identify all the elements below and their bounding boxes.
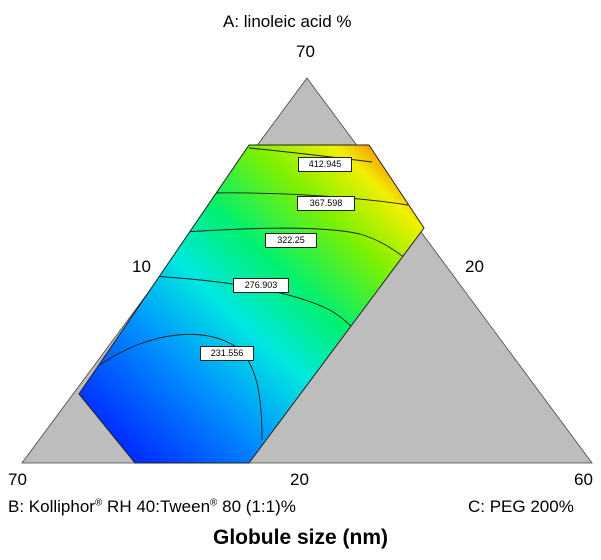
contour-label: 231.556 <box>200 346 254 361</box>
axis-b-label-sup1: ® <box>94 497 103 509</box>
axis-b-label-mid: RH 40:Tween <box>102 497 211 516</box>
contour-line-367 <box>212 192 409 206</box>
contour-label: 412.945 <box>298 157 352 172</box>
contour-line-412 <box>248 147 373 163</box>
axis-c-min: 20 <box>465 257 484 276</box>
axis-b-label-main: B: Kolliphor <box>8 497 95 516</box>
axis-b-label-sup2: ® <box>210 497 218 509</box>
axis-c-label: C: PEG 200% <box>468 497 574 516</box>
axis-b-min: 20 <box>290 470 309 489</box>
axis-b-max: 70 <box>8 470 27 489</box>
contour-line-322 <box>183 227 411 263</box>
contour-label: 367.598 <box>297 196 355 211</box>
axis-a-min: 10 <box>132 257 151 276</box>
contour-label: 276.903 <box>233 278 289 293</box>
chart-title: Globule size (nm) <box>212 526 388 549</box>
contour-label: 322.25 <box>265 233 317 248</box>
axis-b-label: B: Kolliphor® RH 40:Tween® 80 (1:1)% <box>8 497 296 517</box>
axis-a-label: A: linoleic acid % <box>223 12 352 31</box>
axis-c-max: 60 <box>574 470 593 489</box>
ternary-plot <box>21 77 593 464</box>
axis-b-label-tail: 80 (1:1)% <box>217 497 296 516</box>
axis-a-max: 70 <box>296 42 315 61</box>
design-region <box>78 144 425 464</box>
